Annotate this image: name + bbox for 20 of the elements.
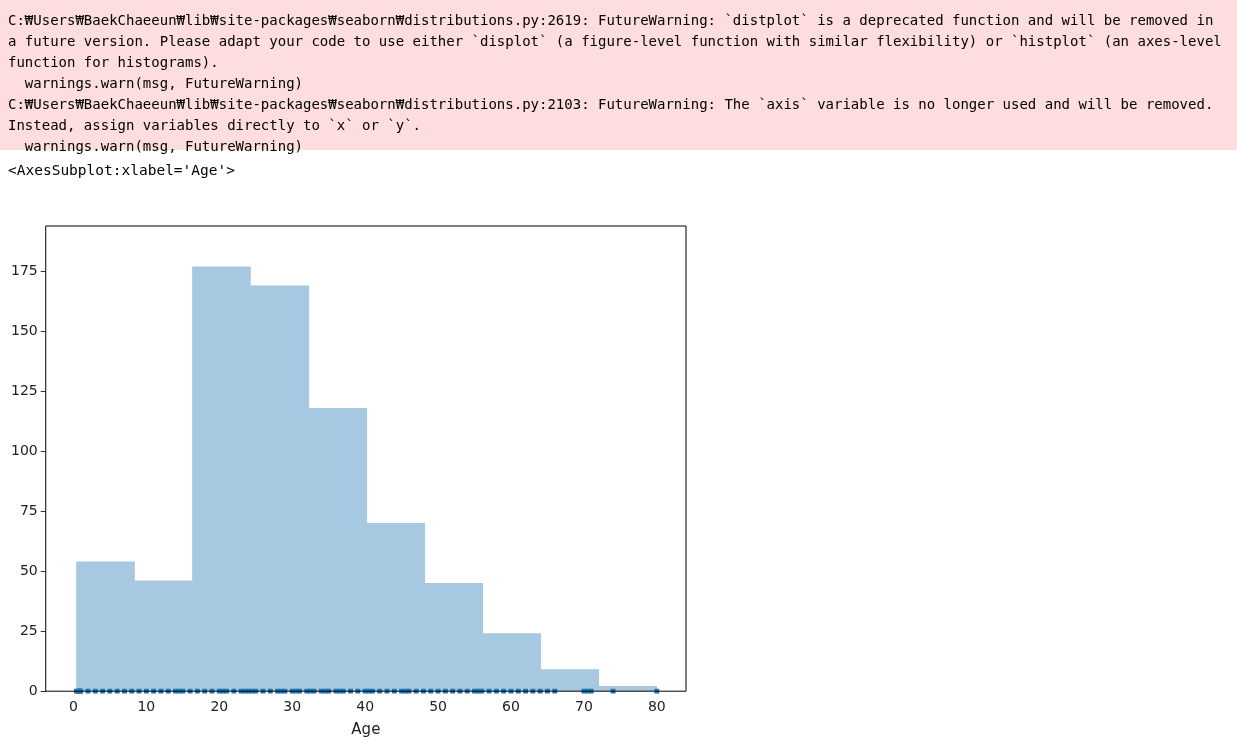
y-tick-label: 150 <box>10 322 38 339</box>
x-tick-label: 0 <box>68 698 78 715</box>
x-axis-title: Age <box>351 719 381 738</box>
x-tick-label: 20 <box>210 698 229 715</box>
text: <AxesSubplot:xlabel='Age'> <box>8 162 235 178</box>
y-tick-label: 50 <box>19 561 38 578</box>
y-tick-label: 25 <box>19 621 38 638</box>
y-tick-label: 75 <box>19 502 38 518</box>
y-tick-label: 125 <box>10 382 38 399</box>
x-tick-label: 30 <box>283 698 302 715</box>
x-tick-label: 10 <box>137 698 156 715</box>
y-tick-label: 175 <box>10 262 38 279</box>
y-tick-label: 100 <box>10 442 38 459</box>
x-tick-label: 40 <box>356 698 375 715</box>
text: C:₩Users₩BaekChaeeun₩lib₩site-packages₩seaborn₩distributions.py:2619: FutureWarning: `distplot` is a deprecated function and will be removed in a future version. Please adapt your code to use either `displot` (a figure-level function with similar flexibility) or `histplot` (an axes-level function for histograms). warnings.warn(msg, FutureWarning) C:₩Users₩BaekChaeeun₩lib₩site-packages₩seaborn₩distributions.py:2103: FutureWarning: The `axis` variable is no longer used and will be removed. Instead, assign variables directly to `x` or `y`. warnings.warn(msg, FutureWarning) <box>7 11 1223 154</box>
x-tick-label: 60 <box>502 698 520 715</box>
x-tick-label: 70 <box>574 698 593 715</box>
x-tick-label: 50 <box>429 698 447 715</box>
x-tick-label: 80 <box>647 698 666 715</box>
y-tick-label: 0 <box>28 681 38 698</box>
